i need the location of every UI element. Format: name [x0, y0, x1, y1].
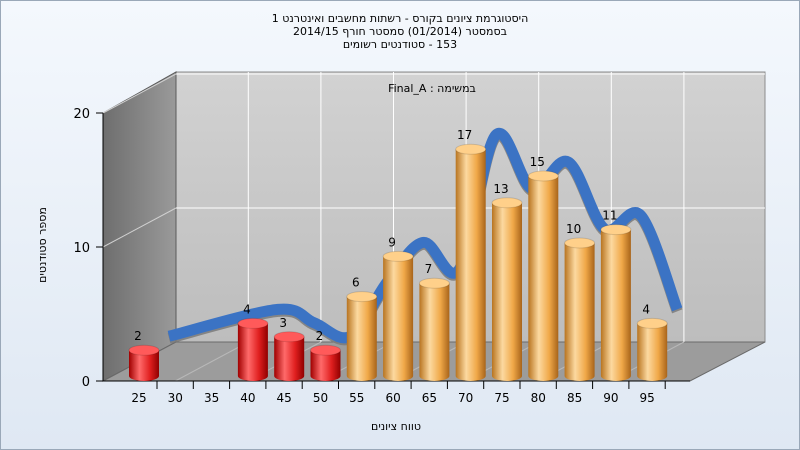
bar-value-label: 2 [134, 329, 142, 343]
chart-title-line-2: בסמסטר (01/2014) סמסטר חורף 2014/15 [293, 25, 507, 38]
bar-cap [527, 170, 559, 182]
bar-body [455, 149, 486, 381]
bar-55 [346, 291, 378, 382]
data-labels: 2 4 3 2 6 9 7 17 13 15 10 11 4 [134, 128, 650, 343]
bar-25 [128, 344, 160, 381]
y-tick-label: 0 [82, 375, 90, 390]
bar-75 [491, 197, 523, 381]
bar-body [600, 229, 631, 382]
chart-annotation: במשימה : Final_A [388, 82, 476, 95]
x-tick-label: 85 [567, 391, 582, 405]
x-tick-label: 35 [204, 391, 219, 405]
bar-value-label: 4 [243, 302, 251, 316]
bar-40 [237, 317, 269, 382]
bar-95 [636, 317, 668, 382]
grid-line-side [102, 73, 177, 114]
x-tick-label: 55 [349, 391, 364, 405]
chart-title-line-3: 153 - סטודנטים רשומים [342, 38, 458, 51]
bar-value-label: 15 [530, 155, 545, 169]
bar-cap [600, 224, 632, 236]
bar-body [419, 283, 450, 382]
bar-value-label: 17 [457, 128, 472, 142]
bars-layer [128, 143, 668, 382]
bar-body [383, 256, 414, 382]
x-tick-label: 95 [640, 391, 655, 405]
bar-90 [600, 224, 632, 382]
grid-line-floor [175, 341, 249, 382]
bar-cap [564, 237, 596, 249]
x-tick-label: 80 [531, 391, 546, 405]
bar-body [528, 176, 559, 382]
bar-45 [273, 331, 305, 382]
bar-body [346, 296, 377, 382]
bar-cap [418, 277, 450, 289]
bar-cap [346, 291, 378, 303]
bar-value-label: 13 [493, 182, 508, 196]
bar-50 [310, 344, 341, 382]
x-tick-label: 90 [603, 391, 618, 405]
bar-value-label: 11 [602, 209, 617, 223]
bar-60 [382, 250, 414, 382]
x-tick-label: 60 [385, 391, 400, 405]
bar-cap [128, 344, 160, 356]
bar-value-label: 2 [316, 329, 324, 343]
x-axis-title: טווח ציונים [371, 420, 421, 433]
y-tick-label: 20 [73, 107, 90, 122]
grid-line-side [102, 207, 177, 248]
bar-value-label: 6 [352, 276, 360, 290]
bar-body [564, 243, 595, 382]
bar-value-label: 10 [566, 222, 581, 236]
bar-body [129, 350, 159, 381]
bar-65 [418, 277, 450, 382]
bar-value-label: 9 [388, 235, 396, 249]
bar-cap [636, 317, 668, 329]
bar-body [237, 323, 268, 382]
bar-cap [310, 344, 341, 356]
bar-body [274, 336, 305, 382]
bar-body [637, 323, 668, 382]
bar-value-label: 3 [279, 316, 287, 330]
x-tick-label: 50 [313, 391, 328, 405]
x-tick-label: 65 [422, 391, 437, 405]
chart-title-line-1: היסטוגרמת ציונים בקורס - רשתות מחשבים וא… [271, 12, 529, 25]
bar-85 [564, 237, 596, 382]
bar-70 [455, 143, 487, 381]
bar-cap [273, 331, 305, 343]
x-tick-label: 75 [494, 391, 509, 405]
bar-cap [491, 197, 523, 209]
bar-value-label: 4 [642, 302, 650, 316]
bar-cap [382, 250, 414, 262]
x-tick-label: 70 [458, 391, 473, 405]
x-tick-label: 45 [277, 391, 292, 405]
bar-80 [527, 170, 559, 382]
x-tick-label: 25 [131, 391, 146, 405]
y-axis-title: מספר סטודנטים [36, 207, 49, 283]
bar-cap [455, 143, 487, 155]
bar-body [492, 202, 522, 381]
x-tick-label: 30 [168, 391, 183, 405]
bar-body [310, 350, 341, 382]
x-tick-label: 40 [240, 391, 255, 405]
bar-value-label: 7 [425, 262, 433, 276]
bar-cap [237, 317, 269, 329]
y-tick-label: 10 [73, 241, 90, 256]
axes: 0 10 20 25 30 35 40 45 50 55 60 65 70 75 80 85 90 95 [73, 107, 690, 405]
